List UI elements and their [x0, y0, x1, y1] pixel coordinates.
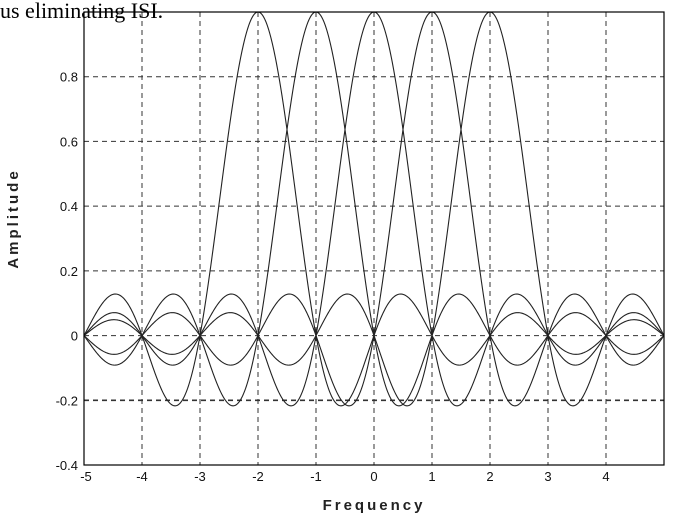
x-tick-label: -2 [252, 469, 264, 484]
y-tick-label: 0.6 [60, 134, 78, 149]
series-lines [83, 11, 665, 407]
caption-text: us eliminating ISI. [0, 0, 163, 23]
x-tick-label: 0 [370, 469, 377, 484]
x-tick-label: 2 [486, 469, 493, 484]
x-tick-label: -5 [80, 469, 92, 484]
y-tick-label: 0.4 [60, 199, 78, 214]
x-tick-label: -1 [310, 469, 322, 484]
grid [84, 12, 664, 465]
x-tick-label: 4 [602, 469, 609, 484]
y-tick-label: 0.2 [60, 264, 78, 279]
sinc-series-line-4 [83, 11, 665, 407]
y-axis-label: Amplitude [5, 168, 22, 268]
x-tick-label: -3 [194, 469, 206, 484]
y-tick-label: 0.8 [60, 70, 78, 85]
x-tick-label: -4 [136, 469, 148, 484]
y-tick-label: 0 [71, 329, 78, 344]
x-tick-label: 3 [544, 469, 551, 484]
tick-labels: -5 -4 -3 -2 -1 0 1 2 3 4 -0.4 -0.2 0 0.2 0.4 0.6 0.8 [56, 70, 610, 484]
y-tick-label: -0.2 [56, 393, 78, 408]
plot-area-frame [83, 11, 665, 466]
x-axis-label: Frequency [323, 497, 426, 514]
y-tick-label: -0.4 [56, 458, 78, 473]
x-tick-label: 1 [428, 469, 435, 484]
